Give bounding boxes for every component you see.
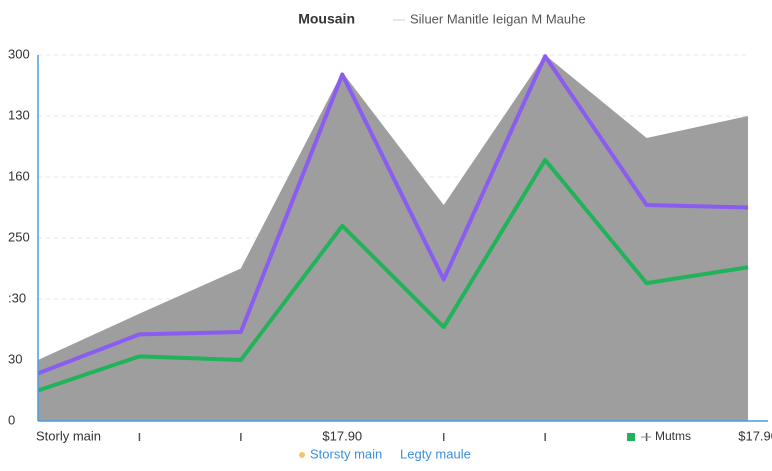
y-tick-label: 160 [8,168,30,183]
x-tick-label: $17.90 [322,428,362,443]
legend-marker [299,452,305,458]
legend-marker [627,433,635,441]
y-tick-label: 250 [8,229,30,244]
y-tick-label: 130 [8,107,30,122]
y-tick-label: 0 [8,412,15,427]
legend-label: Legty maule [400,446,471,461]
legend-label: Mutms [655,429,691,443]
y-tick-label: :30 [8,290,26,305]
legend-label: Storsty main [310,446,382,461]
x-tick-label: Storly main [36,428,101,443]
area [38,55,748,421]
line [37,54,749,376]
y-tick-label: 30 [8,351,22,366]
chart-title: Mousain [298,11,355,27]
chart-subtitle: Siluer Manitle Ieigan M Mauhe [410,11,586,26]
line [37,157,749,393]
y-tick-label: 300 [8,46,30,61]
x-tick-label: $17.90 [738,428,772,443]
